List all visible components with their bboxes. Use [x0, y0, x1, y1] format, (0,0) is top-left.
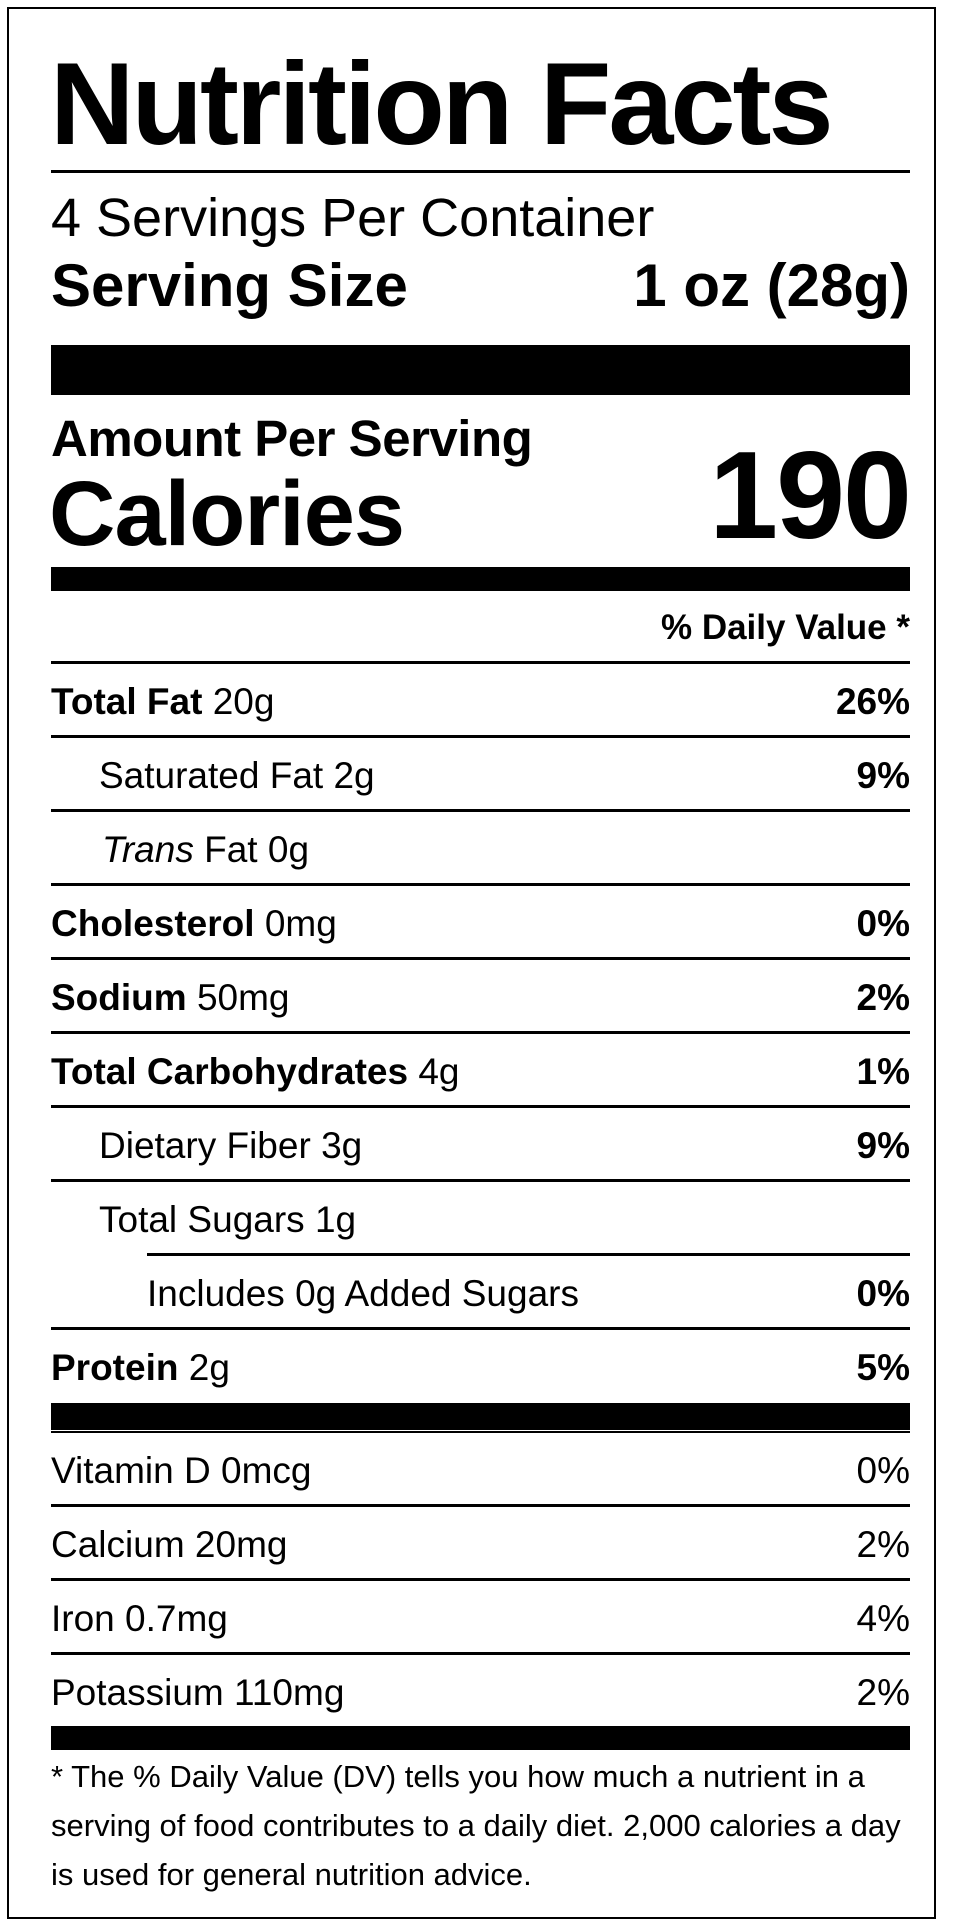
nutrient-name: Total Sugars — [99, 1199, 305, 1240]
vitamin-amount: 110mg — [234, 1672, 345, 1713]
divider — [51, 957, 910, 960]
nutrient-row-total-carbohydrates: Total Carbohydrates 4g 1% — [51, 1035, 910, 1109]
nutrient-dv: 9% — [856, 1125, 910, 1166]
nutrient-dv: 2% — [856, 977, 910, 1018]
nutrient-name: Includes 0g Added Sugars — [147, 1273, 579, 1314]
divider — [51, 1578, 910, 1581]
nutrient-amount: 0g — [267, 829, 310, 870]
nutrient-row-total-sugars: Total Sugars 1g — [99, 1183, 910, 1257]
divider — [51, 1105, 910, 1108]
nutrient-dv: 0% — [856, 1273, 910, 1314]
vitamin-row-iron: Iron 0.7mg 4% — [51, 1582, 910, 1656]
nutrient-name: Dietary Fiber — [99, 1125, 311, 1166]
vitamin-row-vitamin-d: Vitamin D 0mcg 0% — [51, 1434, 910, 1508]
nutrient-amount: 2g — [188, 1347, 230, 1388]
vitamin-dv: 2% — [856, 1672, 910, 1713]
amount-per-serving: Amount Per Serving — [51, 410, 533, 467]
divider — [51, 1431, 910, 1433]
divider — [51, 1327, 910, 1330]
vitamin-row-calcium: Calcium 20mg 2% — [51, 1508, 910, 1582]
serving-size-label: Serving Size — [51, 252, 408, 319]
vitamin-dv: 4% — [856, 1598, 910, 1639]
divider — [51, 1179, 910, 1182]
nutrient-amount: 0mg — [264, 903, 337, 944]
nutrient-amount: 2g — [333, 755, 375, 796]
vitamin-name: Iron — [51, 1598, 115, 1639]
serving-size-value: 1 oz (28g) — [633, 252, 910, 319]
thick-divider — [51, 345, 910, 395]
divider — [51, 735, 910, 738]
vitamin-name: Vitamin D — [51, 1450, 211, 1491]
vitamin-name: Calcium — [51, 1524, 185, 1565]
vitamin-dv: 2% — [856, 1524, 910, 1565]
nutrient-row-dietary-fiber: Dietary Fiber 3g 9% — [99, 1109, 910, 1183]
nutrient-row-added-sugars: Includes 0g Added Sugars 0% — [147, 1257, 910, 1331]
medium-divider — [51, 1403, 910, 1430]
divider — [51, 170, 910, 173]
vitamin-dv: 0% — [856, 1450, 910, 1491]
divider — [51, 661, 910, 664]
nutrient-row-saturated-fat: Saturated Fat 2g 9% — [99, 739, 910, 813]
vitamin-amount: 0.7mg — [125, 1598, 228, 1639]
divider — [51, 809, 910, 812]
divider — [51, 883, 910, 886]
nutrient-row-protein: Protein 2g 5% — [51, 1331, 910, 1405]
divider — [51, 1504, 910, 1507]
nutrient-row-sodium: Sodium 50mg 2% — [51, 961, 910, 1035]
nutrition-label-border — [7, 7, 936, 1919]
vitamin-name: Potassium — [51, 1672, 224, 1713]
nutrient-row-cholesterol: Cholesterol 0mg 0% — [51, 887, 910, 961]
divider — [147, 1253, 910, 1256]
calories-value: 190 — [709, 427, 912, 565]
vitamin-amount: 0mcg — [221, 1450, 312, 1491]
nutrient-row-trans-fat: Trans Fat 0g — [102, 813, 910, 887]
nutrient-name: Sodium — [51, 977, 187, 1018]
divider — [51, 1652, 910, 1655]
medium-divider — [51, 567, 910, 591]
nutrient-amount: 50mg — [196, 977, 290, 1018]
nutrient-amount: 3g — [321, 1125, 363, 1166]
nutrient-amount: 1g — [314, 1199, 357, 1240]
nutrient-name: Trans — [102, 829, 194, 870]
nutrient-amount: 20g — [212, 681, 275, 722]
nutrient-name: Cholesterol — [51, 903, 255, 944]
nutrient-dv: 9% — [856, 755, 910, 796]
daily-value-header: % Daily Value * — [660, 608, 910, 647]
nutrient-name: Total Carbohydrates — [51, 1051, 409, 1092]
medium-divider — [51, 1726, 910, 1750]
serving-size-row: Serving Size 1 oz (28g) — [51, 250, 910, 322]
nutrient-name: Total Fat — [51, 681, 203, 722]
footnote: * The % Daily Value (DV) tells you how m… — [51, 1759, 901, 1892]
nutrient-dv: 5% — [856, 1347, 910, 1388]
nutrient-name: Protein — [51, 1347, 179, 1388]
nutrient-name-rest: Fat — [204, 829, 258, 870]
vitamin-amount: 20mg — [194, 1524, 288, 1565]
calories-label: Calories — [49, 463, 405, 565]
divider — [51, 1031, 910, 1034]
nutrient-name: Saturated Fat — [99, 755, 324, 796]
nutrient-dv: 26% — [835, 681, 910, 722]
nutrient-row-total-fat: Total Fat 20g 26% — [51, 665, 910, 739]
nutrient-dv: 0% — [856, 903, 910, 944]
nutrient-dv: 1% — [856, 1051, 910, 1092]
servings-per-container: 4 Servings Per Container — [51, 188, 655, 248]
label-title: Nutrition Facts — [50, 38, 834, 169]
vitamin-row-potassium: Potassium 110mg 2% — [51, 1656, 910, 1730]
nutrient-amount: 4g — [418, 1051, 460, 1092]
